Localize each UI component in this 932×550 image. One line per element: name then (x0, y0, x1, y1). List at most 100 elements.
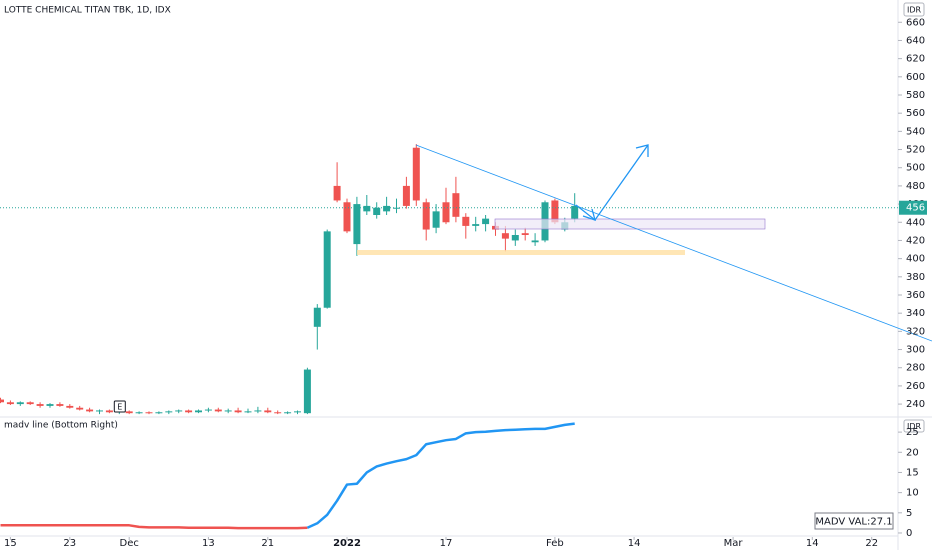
candle-body (323, 231, 331, 308)
candle-body (462, 216, 470, 226)
candle-body (16, 402, 24, 405)
candle-body (264, 410, 272, 413)
candle-body (313, 307, 321, 327)
candle-body (531, 240, 539, 243)
candle-body (412, 147, 420, 201)
candle-body (284, 412, 292, 414)
candle-body (343, 202, 351, 232)
last-price-box (899, 200, 927, 215)
y-tick-label: 620 (906, 54, 925, 65)
x-tick-label: 14 (806, 538, 819, 549)
candle-body (303, 369, 311, 414)
candle-body (86, 409, 94, 412)
candle-body (353, 204, 361, 245)
x-tick-label: 21 (261, 538, 274, 549)
candle-body (482, 218, 490, 225)
value-box (814, 512, 894, 530)
y-tick-label: 560 (906, 108, 925, 119)
candle-body (56, 404, 64, 406)
candle-body (155, 412, 163, 414)
candle-body (26, 402, 34, 405)
x-tick-label: 15 (4, 538, 17, 549)
unit-box (903, 2, 925, 17)
candle-body (571, 205, 579, 219)
candle-body (551, 200, 559, 223)
candle-body (333, 185, 341, 201)
arrow-head (635, 144, 649, 157)
unit-label: IDR (907, 6, 922, 15)
x-tick-label: Dec (120, 538, 139, 549)
drawings (357, 144, 932, 342)
indicator-title: madv line (Bottom Right) (4, 421, 118, 431)
y-tick-label: 240 (906, 399, 925, 410)
unit-label: IDR (907, 422, 922, 431)
candle-body (274, 412, 282, 414)
candle-body (254, 410, 262, 412)
x-tick-label: 2022 (333, 538, 361, 549)
candle-body (422, 202, 430, 230)
projection-arrow (575, 144, 649, 221)
candle-body (224, 410, 232, 412)
candle-body (373, 207, 381, 215)
support-zone (357, 250, 685, 255)
candle-body (125, 411, 133, 414)
event-marker (113, 400, 126, 413)
indicator-line (0, 524, 308, 530)
y-tick-label: 600 (906, 72, 925, 83)
x-tick-label: Feb (546, 538, 564, 549)
candle-body (234, 410, 242, 413)
candle-body (511, 235, 519, 241)
y-tick-label: 340 (906, 308, 925, 319)
candle-body (204, 409, 212, 411)
candle-body (294, 411, 301, 413)
y-tick-label: 5 (906, 508, 912, 519)
y-tick-label: 400 (906, 254, 925, 265)
candle-body (165, 411, 173, 413)
candle-body (0, 399, 4, 403)
arrow-head (582, 208, 596, 222)
trend-line (415, 144, 932, 342)
chart-title: LOTTE CHEMICAL TITAN TBK, 1D, IDX (4, 6, 171, 16)
y-tick-label: 25 (906, 427, 919, 438)
x-tick-label: Mar (724, 538, 744, 549)
indicator-line (306, 422, 575, 529)
value-box-label: MADV VAL:27.1 (815, 517, 892, 528)
y-tick-label: 360 (906, 290, 925, 301)
candle-body (76, 407, 84, 410)
candle-body (383, 205, 391, 212)
candle-body (442, 202, 450, 223)
candle-body (452, 193, 460, 217)
candle-body (145, 412, 153, 414)
candle-body (214, 409, 222, 412)
candle-body (105, 410, 113, 413)
y-tick-label: 20 (906, 447, 919, 458)
x-tick-label: 23 (63, 538, 76, 549)
y-tick-label: 640 (906, 35, 925, 46)
y-tick-label: 580 (906, 90, 925, 101)
candle-body (46, 404, 54, 406)
candle-body (135, 412, 143, 414)
candle-body (244, 411, 252, 413)
y-tick-label: 380 (906, 272, 925, 283)
x-tick-label: 22 (865, 538, 878, 549)
x-tick-label: 13 (202, 538, 215, 549)
y-tick-label: 420 (906, 235, 925, 246)
zone-rect (494, 218, 766, 230)
y-tick-label: 540 (906, 126, 925, 137)
candle-body (36, 404, 44, 406)
x-tick-label: 17 (440, 538, 453, 549)
candle-body (521, 233, 529, 235)
candle-body (501, 233, 509, 239)
y-tick-label: 280 (906, 363, 925, 374)
y-tick-label: 320 (906, 326, 925, 337)
candle-body (432, 211, 440, 228)
candle-body (472, 224, 480, 226)
y-tick-label: 300 (906, 345, 925, 356)
candle-body (6, 402, 14, 405)
y-tick-label: 260 (906, 381, 925, 392)
y-tick-label: 440 (906, 217, 925, 228)
candle-body (96, 410, 103, 412)
candle-body (402, 185, 410, 206)
